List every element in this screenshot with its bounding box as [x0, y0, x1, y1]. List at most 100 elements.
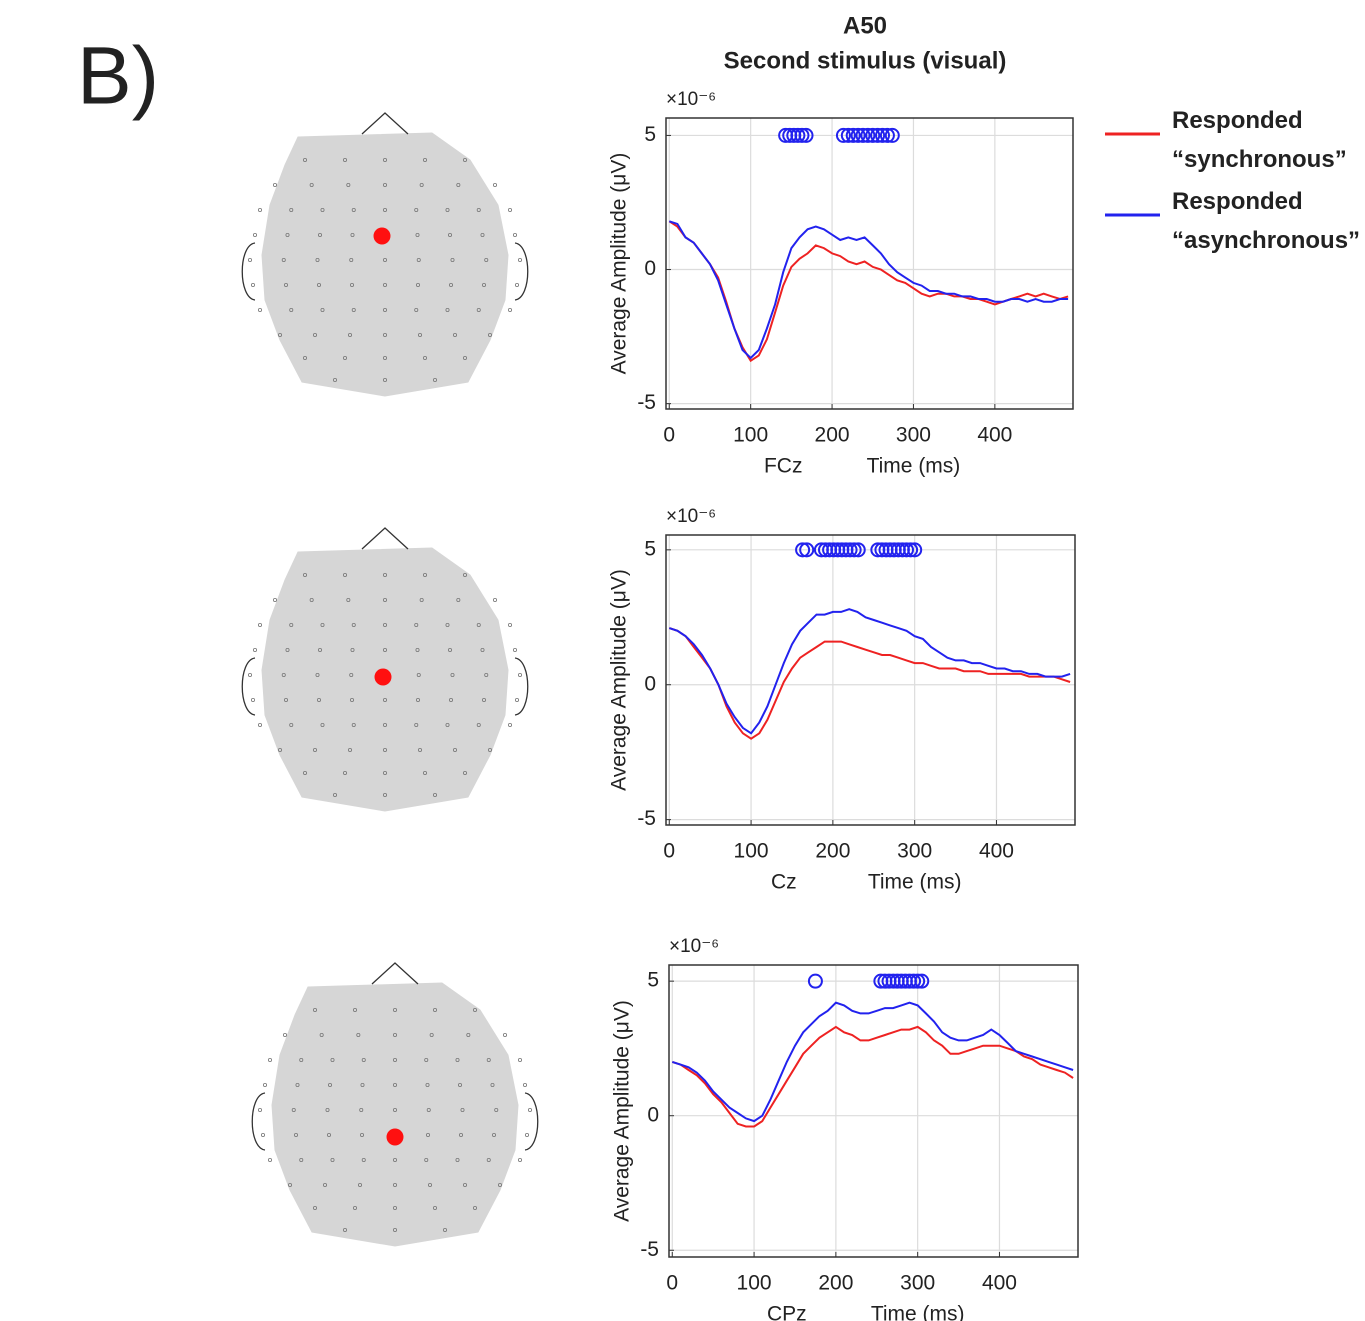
electrode	[426, 1107, 431, 1112]
electrode	[351, 207, 356, 212]
electrode	[525, 1132, 530, 1137]
electrode	[507, 622, 512, 627]
electrode	[518, 672, 523, 677]
electrode	[416, 257, 421, 262]
electrode	[518, 257, 523, 262]
electrode	[415, 282, 420, 287]
significance-marker	[850, 127, 866, 143]
electrode	[309, 182, 314, 187]
electrode	[429, 1032, 434, 1037]
electrode	[302, 770, 307, 775]
electrode	[382, 377, 387, 382]
significance-marker	[846, 542, 862, 558]
significance-marker	[903, 542, 919, 558]
electrode	[382, 282, 387, 287]
selected-electrode	[374, 668, 392, 686]
series-line	[668, 608, 1071, 735]
series-line	[671, 1001, 1074, 1123]
electrode	[490, 1082, 495, 1087]
nose	[371, 962, 419, 985]
electrode	[462, 770, 467, 775]
electrode	[382, 572, 387, 577]
ear	[514, 242, 529, 301]
electrode	[320, 307, 325, 312]
electrode	[415, 647, 420, 652]
electrode	[283, 697, 288, 702]
electrode	[382, 697, 387, 702]
electrode	[257, 1107, 262, 1112]
significance-marker	[835, 127, 851, 143]
electrode	[507, 307, 512, 312]
electrode	[517, 1057, 522, 1062]
y-tick-label: 0	[647, 1103, 659, 1126]
electrode	[456, 182, 461, 187]
electrode	[462, 1182, 467, 1187]
electrode	[481, 697, 486, 702]
electrode	[252, 647, 257, 652]
electrode	[257, 722, 262, 727]
electrode	[281, 672, 286, 677]
ear	[524, 1092, 539, 1151]
electrode	[487, 747, 492, 752]
electrode	[277, 747, 282, 752]
electrode	[452, 747, 457, 752]
selected-electrode	[386, 1128, 404, 1146]
electrode	[257, 307, 262, 312]
electrode	[472, 1205, 477, 1210]
electrode	[262, 1082, 267, 1087]
electrode	[415, 697, 420, 702]
electrode	[382, 332, 387, 337]
electrode	[285, 647, 290, 652]
electrode	[299, 1157, 304, 1162]
electrode	[462, 355, 467, 360]
significance-marker	[850, 542, 866, 558]
electrode	[502, 1032, 507, 1037]
electrode	[287, 1182, 292, 1187]
electrode	[382, 722, 387, 727]
electrode	[462, 572, 467, 577]
head-diagram	[251, 962, 539, 1247]
electrode	[272, 597, 277, 602]
electrode	[515, 697, 520, 702]
significance-marker	[907, 542, 923, 558]
y-axis-label: Average Amplitude (μV)	[608, 569, 631, 791]
electrode	[513, 232, 518, 237]
electrode	[317, 232, 322, 237]
channel-label: Cz	[771, 871, 797, 894]
significance-marker	[840, 127, 856, 143]
electrode	[491, 1132, 496, 1137]
electrode	[357, 1182, 362, 1187]
significance-marker	[845, 127, 861, 143]
electrode	[515, 282, 520, 287]
ear	[241, 242, 256, 301]
significance-marker	[879, 127, 895, 143]
electrode	[445, 307, 450, 312]
electrode	[382, 257, 387, 262]
electrode	[480, 647, 485, 652]
y-tick-label: 5	[644, 537, 656, 560]
ear	[514, 657, 529, 716]
significance-marker	[842, 542, 858, 558]
electrode	[494, 1107, 499, 1112]
electrode	[476, 207, 481, 212]
electrode	[350, 232, 355, 237]
electrode	[327, 1082, 332, 1087]
x-tick-label: 300	[900, 1272, 935, 1295]
electrode	[342, 157, 347, 162]
electrode	[424, 1157, 429, 1162]
electrode	[480, 232, 485, 237]
electrode	[260, 1132, 265, 1137]
electrode	[528, 1107, 533, 1112]
electrode	[342, 355, 347, 360]
head	[271, 982, 519, 1247]
legend-label: Responded “synchronous”	[1172, 107, 1347, 173]
electrode	[349, 282, 354, 287]
electrode	[316, 697, 321, 702]
electrode	[432, 1205, 437, 1210]
electrode	[382, 792, 387, 797]
electrode	[382, 207, 387, 212]
significance-marker	[906, 973, 922, 989]
legend-label: Responded “asynchronous”	[1172, 188, 1360, 254]
electrode	[347, 332, 352, 337]
